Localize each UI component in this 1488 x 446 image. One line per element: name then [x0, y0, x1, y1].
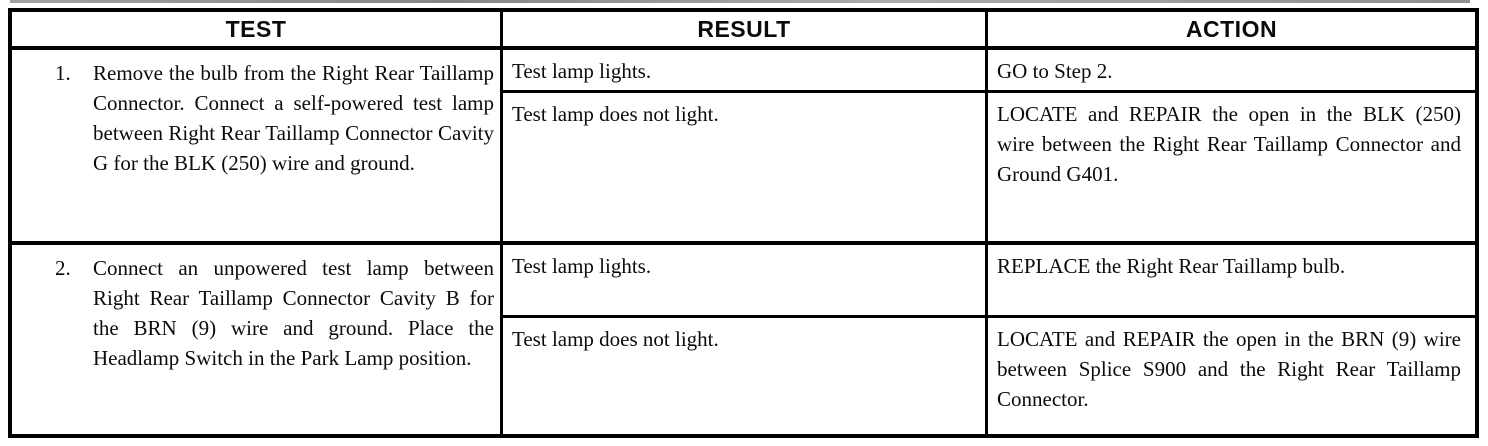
result-1b-cell: Test lamp does not light. — [503, 93, 988, 245]
action-2b-cell: LOCATE and REPAIR the open in the BRN (9… — [997, 327, 1461, 411]
result-2b-cell: Test lamp does not light. — [503, 318, 988, 434]
column-header-action: ACTION — [988, 12, 1475, 50]
action-2a-cell: REPLACE the Right Rear Taillamp bulb. — [988, 245, 1475, 318]
test-step-2-text: Connect an unpowered test lamp between R… — [93, 256, 494, 370]
diagnostic-table: TEST RESULT ACTION 1. Remove the bulb fr… — [8, 8, 1479, 438]
action-1b-cell: LOCATE and REPAIR the open in the BLK (2… — [988, 93, 1475, 245]
action-1a-cell: GO to Step 2. — [988, 50, 1475, 93]
result-2a-cell: Test lamp lights. — [503, 245, 988, 318]
test-step-2-number: 2. — [55, 256, 71, 280]
test-step-1-number: 1. — [55, 61, 71, 85]
scan-edge-artifact — [10, 0, 1470, 3]
column-header-test: TEST — [12, 12, 503, 50]
result-1a-cell: Test lamp lights. — [503, 50, 988, 93]
column-header-result: RESULT — [503, 12, 988, 50]
test-step-2-cell: 2. Connect an unpowered test lamp betwee… — [12, 245, 503, 434]
test-step-1-text: Remove the bulb from the Right Rear Tail… — [93, 61, 494, 175]
test-step-1-cell: 1. Remove the bulb from the Right Rear T… — [12, 50, 503, 245]
